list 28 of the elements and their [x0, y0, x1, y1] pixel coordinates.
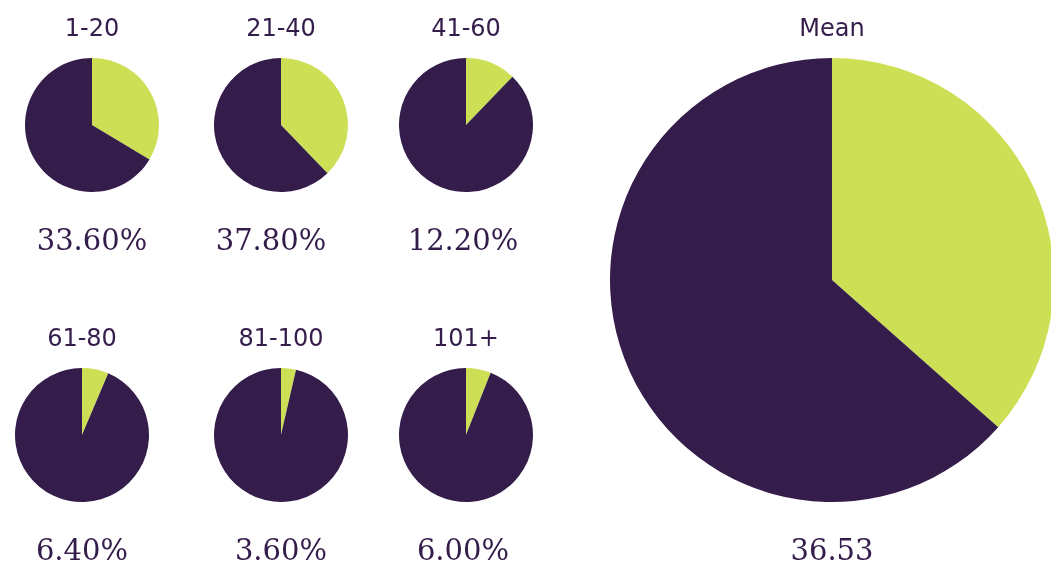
chart-title: 1-20	[64, 14, 120, 42]
text: 12.20%	[407, 223, 519, 257]
chart-title: Mean	[799, 14, 865, 42]
pie-slice	[92, 58, 159, 160]
chart-title: 101+	[433, 324, 499, 352]
pie-slice	[281, 58, 348, 174]
pie-slice	[82, 368, 109, 435]
pie-slice	[610, 58, 999, 502]
text: 36.53	[790, 533, 874, 567]
pie-slice	[25, 58, 150, 192]
chart-title: 41-60	[431, 14, 501, 42]
text: 3.60%	[234, 533, 328, 567]
text: 37.80%	[215, 223, 327, 257]
chart-title: 81-100	[238, 324, 324, 352]
text: 6.40%	[35, 533, 129, 567]
pie-slice	[832, 58, 1051, 428]
pie-slice	[214, 58, 328, 192]
chart-title: 61-80	[47, 324, 117, 352]
pie-slice	[214, 368, 348, 502]
text: 6.00%	[416, 533, 510, 567]
pie-slice	[399, 368, 533, 502]
text: 33.60%	[36, 223, 148, 257]
pie-slice	[466, 58, 513, 125]
pie-slice	[15, 368, 149, 502]
chart-title: 21-40	[246, 14, 316, 42]
pie-slice	[399, 58, 533, 192]
pie-slice	[466, 368, 491, 435]
pie-slice	[281, 368, 297, 435]
